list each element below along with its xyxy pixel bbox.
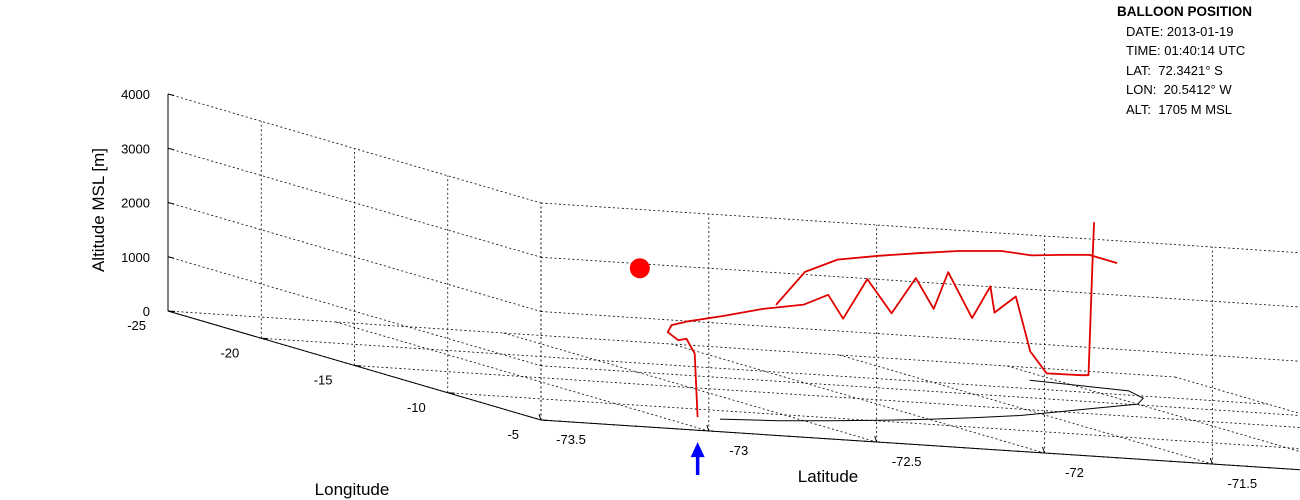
z-tick-label: 3000	[121, 141, 150, 156]
grid-line-lon-floor	[540, 419, 1300, 471]
x-tick-label: -72	[1065, 465, 1084, 480]
y-tick-label: -25	[127, 318, 146, 333]
grid-line-lon-floor	[167, 310, 1176, 378]
grid-line-lon-floor	[261, 337, 1269, 405]
x-tick-mark	[706, 424, 710, 432]
grid-line-alt-back-wall	[540, 365, 1300, 416]
x-tick-label: -73	[729, 443, 748, 458]
y-axis-label: Longitude	[315, 480, 390, 499]
z-tick-label: 4000	[121, 87, 150, 102]
grid-line-alt-back-wall	[540, 311, 1300, 362]
latitude-readout: LAT: 72.3421° S	[1126, 62, 1223, 78]
y-tick-mark	[540, 419, 549, 421]
date-readout: DATE: 2013-01-19	[1126, 23, 1234, 39]
z-tick-mark	[167, 147, 175, 151]
x-tick-label: -71.5	[1228, 476, 1258, 491]
z-tick-label: 1000	[121, 250, 150, 265]
z-tick-label: 0	[143, 304, 150, 319]
y-tick-label: -20	[220, 345, 239, 360]
grid-line-lon-floor	[447, 392, 1300, 450]
panel-title: BALLOON POSITION	[1117, 4, 1252, 19]
x-tick-label: -72.5	[892, 454, 922, 469]
x-axis-line	[540, 419, 1300, 471]
grid-line-alt-back-wall	[540, 202, 1300, 254]
x-axis-label: Latitude	[798, 467, 859, 486]
grid-line-alt-left-wall	[167, 202, 542, 312]
flight-track-layer	[666, 222, 1118, 418]
grid-line-lon-floor	[354, 365, 1300, 428]
grid-line-lat-floor	[503, 332, 877, 443]
ground-track-line	[719, 379, 1144, 422]
grid-line-alt-left-wall	[167, 256, 542, 367]
grid-layer	[167, 93, 1300, 471]
longitude-readout: LON: 20.5412° W	[1126, 82, 1232, 97]
x-tick-mark	[1209, 457, 1213, 465]
y-tick-mark	[167, 310, 176, 312]
flight-track-line	[666, 222, 1095, 418]
z-tick-mark	[167, 202, 175, 205]
z-tick-mark	[167, 256, 175, 259]
x-tick-mark	[538, 413, 542, 421]
grid-line-alt-back-wall	[540, 419, 1300, 471]
current-position-marker	[629, 258, 650, 279]
ground-track-layer	[719, 379, 1144, 422]
grid-line-lat-floor	[1174, 376, 1300, 414]
z-axis-label: Altitude MSL [m]	[89, 148, 108, 272]
return-track-line	[775, 250, 1118, 306]
x-tick-mark	[874, 435, 878, 443]
z-tick-mark	[167, 93, 175, 96]
y-tick-label: -15	[314, 373, 333, 388]
x-tick-mark	[1042, 446, 1045, 454]
launch-point-arrow-icon	[690, 442, 705, 476]
altitude-readout: ALT: 1705 M MSL	[1126, 101, 1232, 117]
z-tick-label: 2000	[121, 196, 150, 211]
axes-box	[167, 94, 1300, 471]
y-tick-mark	[261, 337, 269, 340]
x-tick-label: -73.5	[556, 432, 586, 447]
tick-label-layer: 0 1000 2000 3000 4000 -25 -20 -15 -10 -5 -73.5 -73 -…	[121, 87, 1258, 491]
y-tick-label: -10	[407, 400, 426, 415]
marker-layer	[629, 258, 705, 476]
grid-line-alt-back-wall	[540, 256, 1300, 308]
time-readout: TIME: 01:40:14 UTC	[1126, 43, 1246, 58]
y-tick-mark	[447, 392, 455, 394]
y-tick-mark	[354, 365, 362, 367]
grid-line-alt-left-wall	[167, 93, 542, 204]
grid-line-alt-left-wall	[167, 147, 542, 258]
y-tick-label: -5	[507, 427, 519, 442]
balloon-position-panel: BALLOON POSITION DATE: 2013-01-19 TIME: …	[1112, 2, 1297, 119]
grid-line-lat-floor	[839, 354, 1213, 465]
